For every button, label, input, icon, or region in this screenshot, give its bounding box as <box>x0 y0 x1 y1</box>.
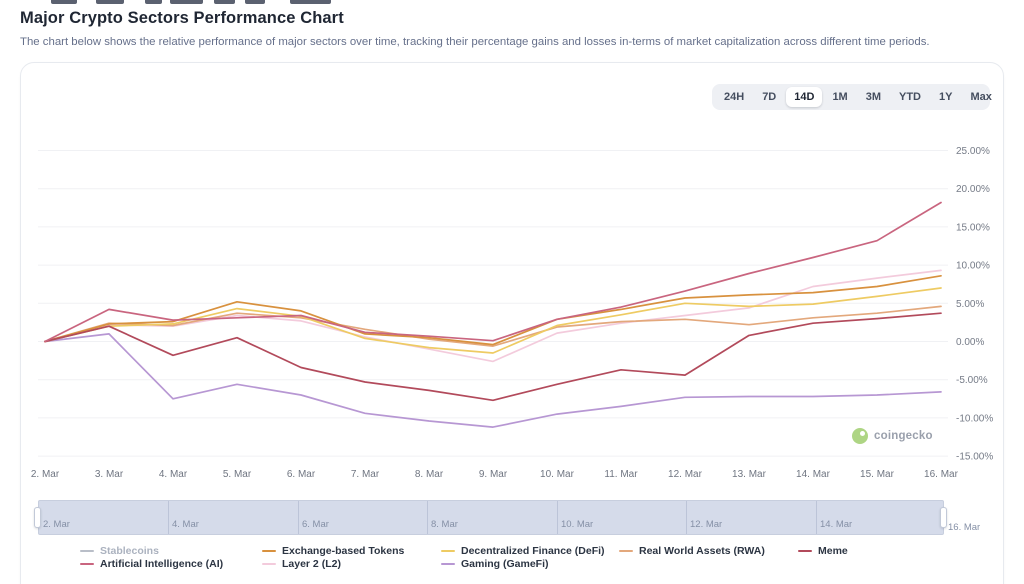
legend-color-dash <box>80 562 94 566</box>
timeframe-button-7d[interactable]: 7D <box>754 87 784 107</box>
clipped-text-fragment <box>290 0 331 4</box>
slider-handle-right[interactable] <box>940 507 947 528</box>
legend-label: Artificial Intelligence (AI) <box>100 558 224 570</box>
legend-color-dash <box>80 549 94 553</box>
slider-tick-label: 12. Mar <box>690 519 723 530</box>
watermark: coingecko <box>852 428 933 444</box>
legend-label: Real World Assets (RWA) <box>639 545 765 557</box>
page-subtitle: The chart below shows the relative perfo… <box>20 36 930 48</box>
legend-label: Decentralized Finance (DeFi) <box>461 545 605 557</box>
clipped-text-fragment <box>214 0 235 4</box>
legend-color-dash <box>262 549 276 553</box>
clipped-text-fragment <box>245 0 265 4</box>
legend-color-dash <box>619 549 633 553</box>
legend-color-dash <box>798 549 812 553</box>
legend-label: Gaming (GameFi) <box>461 558 549 570</box>
slider-tick-label: 8. Mar <box>431 519 458 530</box>
slider-tick-label: 14. Mar <box>820 519 853 530</box>
slider-end-label: 16. Mar <box>948 522 981 533</box>
coingecko-logo-icon <box>852 428 868 444</box>
legend-item-real-world-assets-rwa-[interactable]: Real World Assets (RWA) <box>619 545 765 557</box>
slider-tick-label: 2. Mar <box>43 519 70 530</box>
legend-color-dash <box>262 562 276 566</box>
timeframe-button-1y[interactable]: 1Y <box>931 87 960 107</box>
legend-item-decentralized-finance-defi-[interactable]: Decentralized Finance (DeFi) <box>441 545 605 557</box>
range-slider[interactable]: 2. Mar 4. Mar 6. Mar 8. Mar 10. Mar 12. Mar 14… <box>38 500 944 535</box>
slider-gridline <box>427 501 428 534</box>
slider-tick-label: 4. Mar <box>172 519 199 530</box>
timeframe-button-14d[interactable]: 14D <box>786 87 823 107</box>
timeframe-selector: 24H 7D 14D 1M 3M YTD 1Y Max <box>712 84 992 110</box>
slider-gridline <box>557 501 558 534</box>
legend-color-dash <box>441 549 455 553</box>
legend-item-stablecoins[interactable]: Stablecoins <box>80 545 159 557</box>
legend-color-dash <box>441 562 455 566</box>
watermark-label: coingecko <box>874 430 933 442</box>
legend-item-gaming-gamefi-[interactable]: Gaming (GameFi) <box>441 558 549 570</box>
legend-item-layer-2-l2-[interactable]: Layer 2 (L2) <box>262 558 341 570</box>
slider-tick-label: 6. Mar <box>302 519 329 530</box>
legend-label: Meme <box>818 545 848 557</box>
slider-tick-label: 10. Mar <box>561 519 594 530</box>
clipped-text-fragment <box>96 0 124 4</box>
legend-item-meme[interactable]: Meme <box>798 545 848 557</box>
legend-item-exchange-based-tokens[interactable]: Exchange-based Tokens <box>262 545 404 557</box>
slider-gridline <box>168 501 169 534</box>
legend-label: Stablecoins <box>100 545 159 557</box>
timeframe-button-1m[interactable]: 1M <box>824 87 855 107</box>
clipped-text-fragment <box>145 0 162 4</box>
slider-gridline <box>816 501 817 534</box>
legend-label: Layer 2 (L2) <box>282 558 341 570</box>
timeframe-button-max[interactable]: Max <box>962 87 999 107</box>
slider-handle-left[interactable] <box>34 507 41 528</box>
timeframe-button-3m[interactable]: 3M <box>858 87 889 107</box>
page-title: Major Crypto Sectors Performance Chart <box>20 9 344 27</box>
clipped-text-fragment <box>51 0 77 4</box>
slider-gridline <box>298 501 299 534</box>
timeframe-button-ytd[interactable]: YTD <box>891 87 929 107</box>
legend-label: Exchange-based Tokens <box>282 545 405 557</box>
clipped-text-fragment <box>170 0 203 4</box>
slider-gridline <box>686 501 687 534</box>
legend-item-artificial-intelligence-ai-[interactable]: Artificial Intelligence (AI) <box>80 558 223 570</box>
timeframe-button-24h[interactable]: 24H <box>716 87 752 107</box>
